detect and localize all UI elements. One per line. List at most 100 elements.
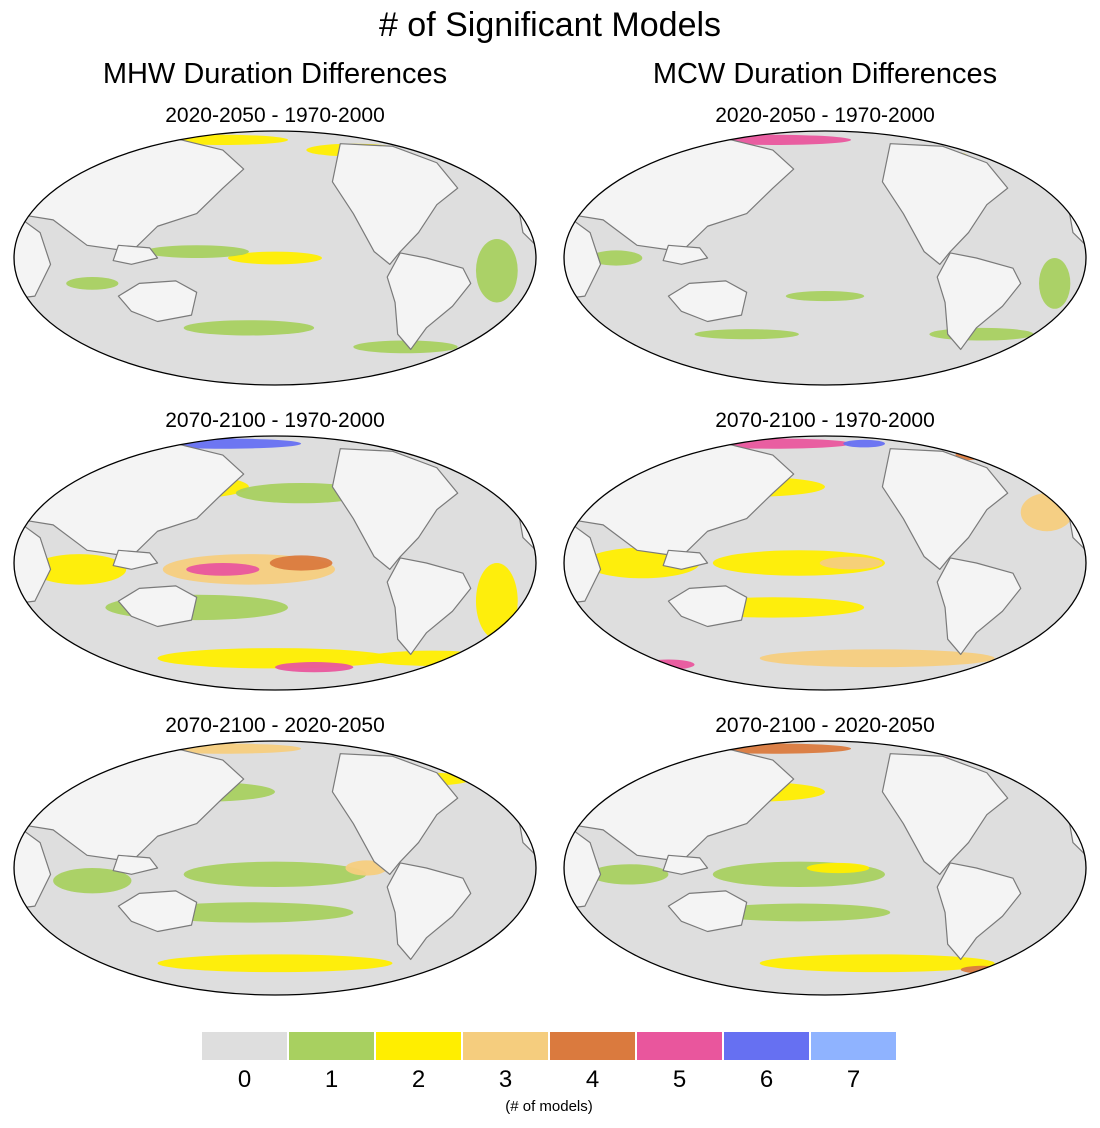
- colorbar-label: 6: [759, 1066, 774, 1093]
- landmass-africa: [14, 517, 52, 605]
- map-outline: [563, 130, 1087, 386]
- significance-patch: [269, 555, 333, 571]
- significance-patch: [53, 868, 132, 894]
- world-map: [13, 740, 537, 996]
- landmass-north-america: [881, 143, 1009, 265]
- significance-patch: [275, 662, 354, 673]
- map-panel-4: 2070-2100 - 1970-2000: [560, 408, 1090, 692]
- landmass-north-america: [331, 448, 459, 570]
- colorbar-swatch-6: [723, 1031, 810, 1061]
- landmass-australia: [117, 280, 198, 323]
- significance-patch: [144, 245, 249, 258]
- landmass-greenland: [1033, 143, 1079, 180]
- colorbar: [201, 1031, 897, 1061]
- landmass-greenland: [1033, 448, 1079, 485]
- significance-patch: [759, 649, 995, 668]
- colorbar-swatch-3: [462, 1031, 549, 1061]
- landmass-maritime-continent: [662, 549, 709, 570]
- significance-patch: [1039, 258, 1071, 309]
- colorbar-label: 2: [411, 1066, 426, 1093]
- landmass-maritime-continent: [112, 854, 159, 875]
- significance-patch: [929, 327, 1034, 341]
- landmass-south-america: [386, 862, 472, 961]
- significance-patch: [712, 550, 886, 576]
- significance-patch: [405, 446, 432, 457]
- significance-patch: [144, 902, 354, 923]
- map-outline: [563, 740, 1087, 996]
- significance-patch: [496, 965, 523, 974]
- colorbar-swatch-7: [810, 1031, 897, 1061]
- colorbar-label: 1: [324, 1066, 339, 1093]
- colorbar-swatch-2: [375, 1031, 462, 1061]
- colorbar-swatch-0: [201, 1031, 288, 1061]
- colorbar-units: (# of models): [505, 1098, 593, 1115]
- significance-patch: [157, 648, 393, 669]
- landmass-greenland: [483, 753, 529, 790]
- significance-patch: [228, 251, 322, 265]
- colorbar-label: 0: [237, 1066, 252, 1093]
- significance-patch: [183, 320, 315, 336]
- figure-title: # of Significant Models: [378, 6, 722, 44]
- panel-title: 2070-2100 - 1970-2000: [165, 409, 385, 432]
- map-panel-5: 2070-2100 - 2020-2050: [10, 713, 540, 997]
- landmass-australia: [117, 585, 198, 628]
- column-title-mhw: MHW Duration Differences: [102, 58, 448, 90]
- colorbar-swatch-5: [636, 1031, 723, 1061]
- colorbar-label: 5: [672, 1066, 687, 1093]
- significance-patch: [183, 861, 367, 888]
- landmass-africa: [564, 212, 602, 300]
- significance-patch: [66, 277, 119, 290]
- map-outline: [13, 435, 537, 691]
- colorbar-swatch-1: [288, 1031, 375, 1061]
- map-panel-6: 2070-2100 - 2020-2050: [560, 713, 1090, 997]
- landmass-australia: [667, 585, 748, 628]
- colorbar-label: 3: [498, 1066, 513, 1093]
- landmass-south-america: [936, 557, 1022, 656]
- landmass-north-america: [881, 753, 1009, 875]
- landmass-australia: [667, 890, 748, 933]
- landmass-south-america: [936, 252, 1022, 351]
- significance-patch: [785, 291, 865, 302]
- landmass-australia: [667, 280, 748, 323]
- significance-patch: [694, 329, 799, 340]
- landmass-south-america: [936, 862, 1022, 961]
- landmass-australia: [117, 890, 198, 933]
- landmass-greenland: [483, 448, 529, 485]
- panel-title: 2020-2050 - 1970-2000: [715, 104, 935, 127]
- colorbar-label: 7: [846, 1066, 861, 1093]
- significance-patch: [366, 650, 497, 666]
- significance-patch: [353, 340, 458, 354]
- world-map: [563, 435, 1087, 691]
- world-map: [13, 435, 537, 691]
- landmass-maritime-continent: [662, 854, 709, 875]
- landmass-greenland: [483, 143, 529, 180]
- significance-patch: [590, 864, 669, 885]
- significance-patch: [475, 563, 518, 640]
- significance-patch: [806, 862, 870, 874]
- panel-title: 2070-2100 - 2020-2050: [165, 714, 385, 737]
- map-panel-3: 2070-2100 - 1970-2000: [10, 408, 540, 692]
- landmass-africa: [564, 517, 602, 605]
- landmass-north-america: [331, 143, 459, 265]
- panel-title: 2070-2100 - 1970-2000: [715, 409, 935, 432]
- landmass-maritime-continent: [112, 549, 159, 570]
- significance-patch: [843, 439, 886, 448]
- landmass-africa: [14, 822, 52, 910]
- panel-title: 2020-2050 - 1970-2000: [165, 104, 385, 127]
- significance-patch: [157, 954, 393, 973]
- landmass-north-america: [331, 753, 459, 875]
- map-outline: [13, 740, 537, 996]
- significance-patch: [475, 238, 518, 303]
- landmass-maritime-continent: [662, 244, 709, 265]
- column-title-mcw: MCW Duration Differences: [652, 58, 998, 90]
- significance-patch: [1020, 493, 1073, 532]
- significance-patch: [759, 954, 995, 973]
- landmass-africa: [564, 822, 602, 910]
- world-map: [13, 130, 537, 386]
- world-map: [563, 740, 1087, 996]
- landmass-greenland: [1033, 753, 1079, 790]
- map-panel-1: 2020-2050 - 1970-2000: [10, 103, 540, 387]
- colorbar-swatch-4: [549, 1031, 636, 1061]
- significance-patch: [590, 250, 643, 266]
- landmass-south-america: [386, 252, 472, 351]
